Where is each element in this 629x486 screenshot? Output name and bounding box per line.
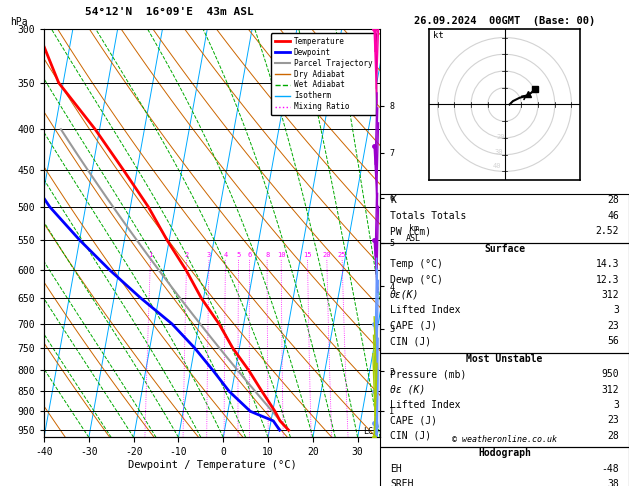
Text: © weatheronline.co.uk: © weatheronline.co.uk bbox=[452, 435, 557, 444]
Text: θε (K): θε (K) bbox=[390, 384, 425, 395]
Text: 15: 15 bbox=[303, 253, 312, 259]
Text: 28: 28 bbox=[607, 431, 619, 441]
Text: 30: 30 bbox=[494, 149, 503, 155]
Text: 38: 38 bbox=[607, 479, 619, 486]
Text: 6: 6 bbox=[247, 253, 252, 259]
Text: 20: 20 bbox=[496, 134, 504, 140]
Legend: Temperature, Dewpoint, Parcel Trajectory, Dry Adiabat, Wet Adiabat, Isotherm, Mi: Temperature, Dewpoint, Parcel Trajectory… bbox=[271, 33, 376, 115]
Text: 312: 312 bbox=[601, 290, 619, 300]
Text: -48: -48 bbox=[601, 464, 619, 474]
Text: LCL: LCL bbox=[363, 427, 378, 436]
Text: 5: 5 bbox=[237, 253, 241, 259]
Bar bbox=[380, 447, 629, 486]
Text: CAPE (J): CAPE (J) bbox=[390, 415, 437, 425]
Text: 950: 950 bbox=[601, 369, 619, 379]
Text: SREH: SREH bbox=[390, 479, 413, 486]
Text: 3: 3 bbox=[207, 253, 211, 259]
Text: EH: EH bbox=[390, 464, 402, 474]
Text: hPa: hPa bbox=[11, 17, 28, 27]
Y-axis label: km
ASL: km ASL bbox=[406, 224, 421, 243]
Text: K: K bbox=[390, 195, 396, 206]
Text: Lifted Index: Lifted Index bbox=[390, 305, 460, 315]
Text: 4: 4 bbox=[223, 253, 228, 259]
Text: 25: 25 bbox=[338, 253, 347, 259]
Text: 3: 3 bbox=[613, 400, 619, 410]
Text: Temp (°C): Temp (°C) bbox=[390, 259, 443, 269]
Text: 3: 3 bbox=[613, 305, 619, 315]
X-axis label: Dewpoint / Temperature (°C): Dewpoint / Temperature (°C) bbox=[128, 460, 296, 470]
Text: 2.52: 2.52 bbox=[596, 226, 619, 236]
Bar bbox=[380, 353, 629, 447]
Text: 10: 10 bbox=[277, 253, 286, 259]
Text: Pressure (mb): Pressure (mb) bbox=[390, 369, 467, 379]
Text: 40: 40 bbox=[493, 163, 501, 170]
Text: 312: 312 bbox=[601, 384, 619, 395]
Text: 20: 20 bbox=[323, 253, 331, 259]
Text: 23: 23 bbox=[607, 321, 619, 330]
Text: 54°12'N  16°09'E  43m ASL: 54°12'N 16°09'E 43m ASL bbox=[86, 7, 254, 17]
Text: Lifted Index: Lifted Index bbox=[390, 400, 460, 410]
Text: 46: 46 bbox=[607, 211, 619, 221]
Title: 26.09.2024  00GMT  (Base: 00): 26.09.2024 00GMT (Base: 00) bbox=[414, 16, 595, 26]
Text: 1: 1 bbox=[148, 253, 153, 259]
Text: PW (cm): PW (cm) bbox=[390, 226, 431, 236]
Text: CIN (J): CIN (J) bbox=[390, 336, 431, 346]
Text: 8: 8 bbox=[265, 253, 269, 259]
Bar bbox=[380, 243, 629, 353]
Text: 14.3: 14.3 bbox=[596, 259, 619, 269]
Text: Most Unstable: Most Unstable bbox=[466, 354, 543, 364]
Bar bbox=[380, 194, 629, 243]
Text: Hodograph: Hodograph bbox=[478, 449, 531, 458]
Text: Surface: Surface bbox=[484, 244, 525, 254]
Text: 12.3: 12.3 bbox=[596, 275, 619, 285]
Text: CIN (J): CIN (J) bbox=[390, 431, 431, 441]
Text: Dewp (°C): Dewp (°C) bbox=[390, 275, 443, 285]
Text: kt: kt bbox=[433, 31, 443, 39]
Text: 23: 23 bbox=[607, 415, 619, 425]
Text: 56: 56 bbox=[607, 336, 619, 346]
Text: θε(K): θε(K) bbox=[390, 290, 420, 300]
Text: 28: 28 bbox=[607, 195, 619, 206]
Text: CAPE (J): CAPE (J) bbox=[390, 321, 437, 330]
Text: Totals Totals: Totals Totals bbox=[390, 211, 467, 221]
Text: 2: 2 bbox=[184, 253, 189, 259]
